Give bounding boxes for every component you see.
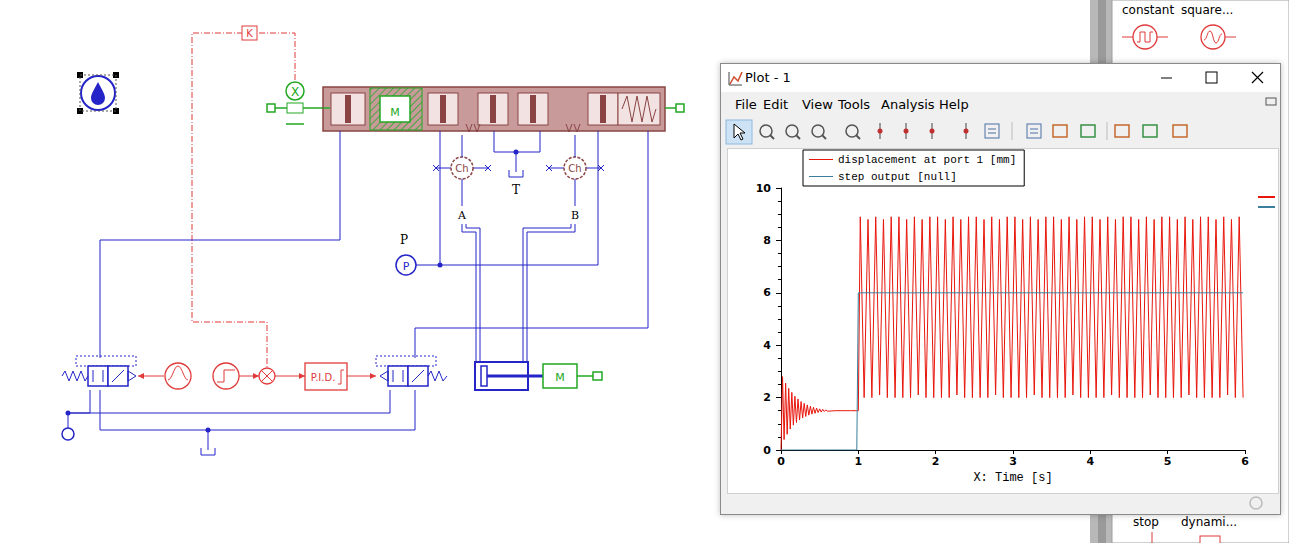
svg-text:step output [null]: step output [null] <box>838 171 957 183</box>
svg-text:0: 0 <box>777 455 785 468</box>
svg-text:Ch: Ch <box>455 163 468 174</box>
svg-text:square...: square... <box>1181 3 1233 17</box>
html-text:Analysis Help: Analysis Help <box>881 97 969 112</box>
svg-text:Ch: Ch <box>568 163 581 174</box>
svg-text:dynami...: dynami... <box>1181 515 1237 529</box>
svg-text:4: 4 <box>763 339 771 352</box>
svg-text:10: 10 <box>756 182 772 195</box>
svg-text:B: B <box>571 209 579 222</box>
html-text:Edit: Edit <box>763 97 789 112</box>
svg-text:0: 0 <box>763 444 771 457</box>
html-text:Plot - 1: Plot - 1 <box>745 70 791 85</box>
svg-text:P: P <box>400 233 408 247</box>
html-text:View Tools: View Tools <box>802 97 870 112</box>
svg-text:2: 2 <box>932 455 940 468</box>
svg-text:1: 1 <box>855 455 863 468</box>
svg-text:3: 3 <box>1009 455 1017 468</box>
svg-text:6: 6 <box>1241 455 1249 468</box>
svg-text:A: A <box>457 209 467 222</box>
svg-text:T: T <box>512 183 520 197</box>
svg-text:X: Time [s]: X: Time [s] <box>973 471 1052 485</box>
svg-text:4: 4 <box>1087 455 1095 468</box>
svg-text:X: X <box>291 85 299 99</box>
svg-text:constant: constant <box>1122 3 1174 17</box>
svg-text:M: M <box>555 371 565 384</box>
svg-text:6: 6 <box>763 286 771 299</box>
svg-text:K: K <box>246 28 253 39</box>
svg-text:stop: stop <box>1133 515 1159 529</box>
svg-text:P: P <box>403 260 410 273</box>
svg-text:displacement at port 1 [mm]: displacement at port 1 [mm] <box>838 154 1016 166</box>
html-text:File: File <box>735 97 757 112</box>
svg-text:M: M <box>390 106 400 119</box>
svg-text:8: 8 <box>763 234 771 247</box>
svg-text:2: 2 <box>763 391 771 404</box>
svg-text:P.I.D.: P.I.D. <box>311 372 336 383</box>
svg-text:5: 5 <box>1164 455 1172 468</box>
